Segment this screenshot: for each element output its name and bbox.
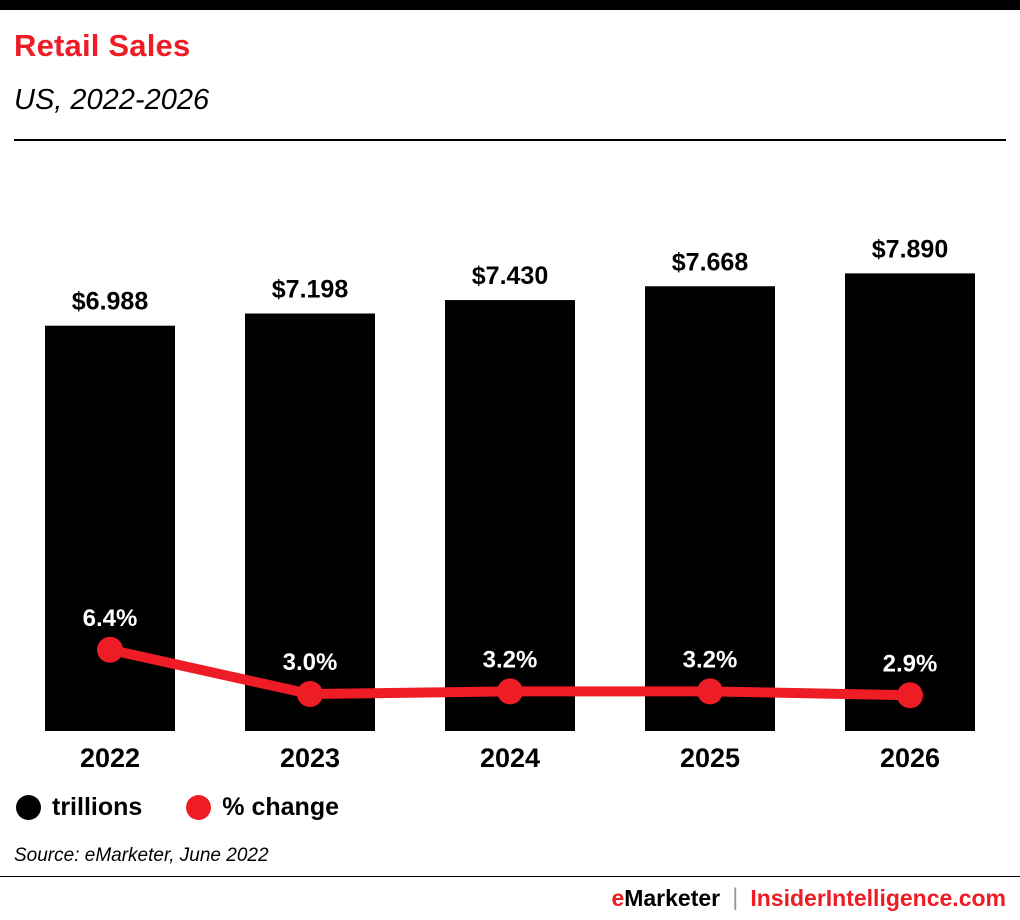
bar-value-label-2025: $7.668 xyxy=(672,248,749,276)
pct-change-point-2025 xyxy=(697,678,723,705)
bar-2023 xyxy=(245,313,375,731)
pct-change-point-2026 xyxy=(897,682,923,709)
bar-value-label-2023: $7.198 xyxy=(272,276,349,304)
bar-2026 xyxy=(845,273,975,731)
pct-label-2025: 3.2% xyxy=(683,646,738,673)
trillions-marker-icon xyxy=(16,795,41,820)
x-axis-label-2023: 2023 xyxy=(280,743,340,773)
pct-change-marker-icon xyxy=(186,795,212,820)
bar-2022 xyxy=(45,325,175,731)
legend-label-trillions: trillions xyxy=(52,793,143,821)
legend-item-pct-change: % change xyxy=(186,793,339,822)
emarketer-logo: eMarketer xyxy=(611,885,720,912)
emarketer-logo-rest: Marketer xyxy=(624,884,721,911)
x-axis-label-2024: 2024 xyxy=(480,743,540,773)
pct-change-point-2022 xyxy=(97,636,123,663)
insider-intelligence-link[interactable]: InsiderIntelligence.com xyxy=(750,884,1006,911)
bar-value-label-2026: $7.890 xyxy=(872,235,948,263)
pct-label-2024: 3.2% xyxy=(483,646,538,673)
pct-label-2022: 6.4% xyxy=(83,605,138,632)
x-axis-label-2025: 2025 xyxy=(680,743,740,773)
x-axis-label-2022: 2022 xyxy=(80,743,140,773)
header-divider xyxy=(14,139,1006,141)
bar-value-label-2022: $6.988 xyxy=(72,288,149,316)
pct-change-point-2023 xyxy=(297,681,323,707)
emarketer-logo-e: e xyxy=(611,884,625,911)
legend-item-trillions: trillions xyxy=(16,793,142,822)
chart-title: Retail Sales xyxy=(14,28,191,63)
footer-separator: | xyxy=(732,884,739,911)
legend-label-pct-change: % change xyxy=(222,793,339,821)
footer-divider xyxy=(0,876,1020,877)
pct-label-2023: 3.0% xyxy=(283,649,338,676)
chart-subtitle: US, 2022-2026 xyxy=(14,84,210,116)
x-axis-label-2026: 2026 xyxy=(880,743,940,773)
chart-canvas: $6.988 2022 $7.198 2023 $7.430 2024 $7.668 2025… xyxy=(45,235,975,773)
bar-2024 xyxy=(445,300,575,731)
source-note: Source: eMarketer, June 2022 xyxy=(14,845,269,866)
bar-value-label-2024: $7.430 xyxy=(472,262,548,290)
chart-legend: trillions % change xyxy=(16,793,339,822)
pct-label-2026: 2.9% xyxy=(883,650,938,677)
footer-branding: eMarketer | InsiderIntelligence.com xyxy=(611,884,1006,912)
bar-2025 xyxy=(645,286,775,731)
retail-sales-chart: $6.988 2022 $7.198 2023 $7.430 2024 $7.668 2025… xyxy=(0,180,1020,790)
top-accent-bar xyxy=(0,0,1020,10)
pct-change-point-2024 xyxy=(497,678,523,705)
